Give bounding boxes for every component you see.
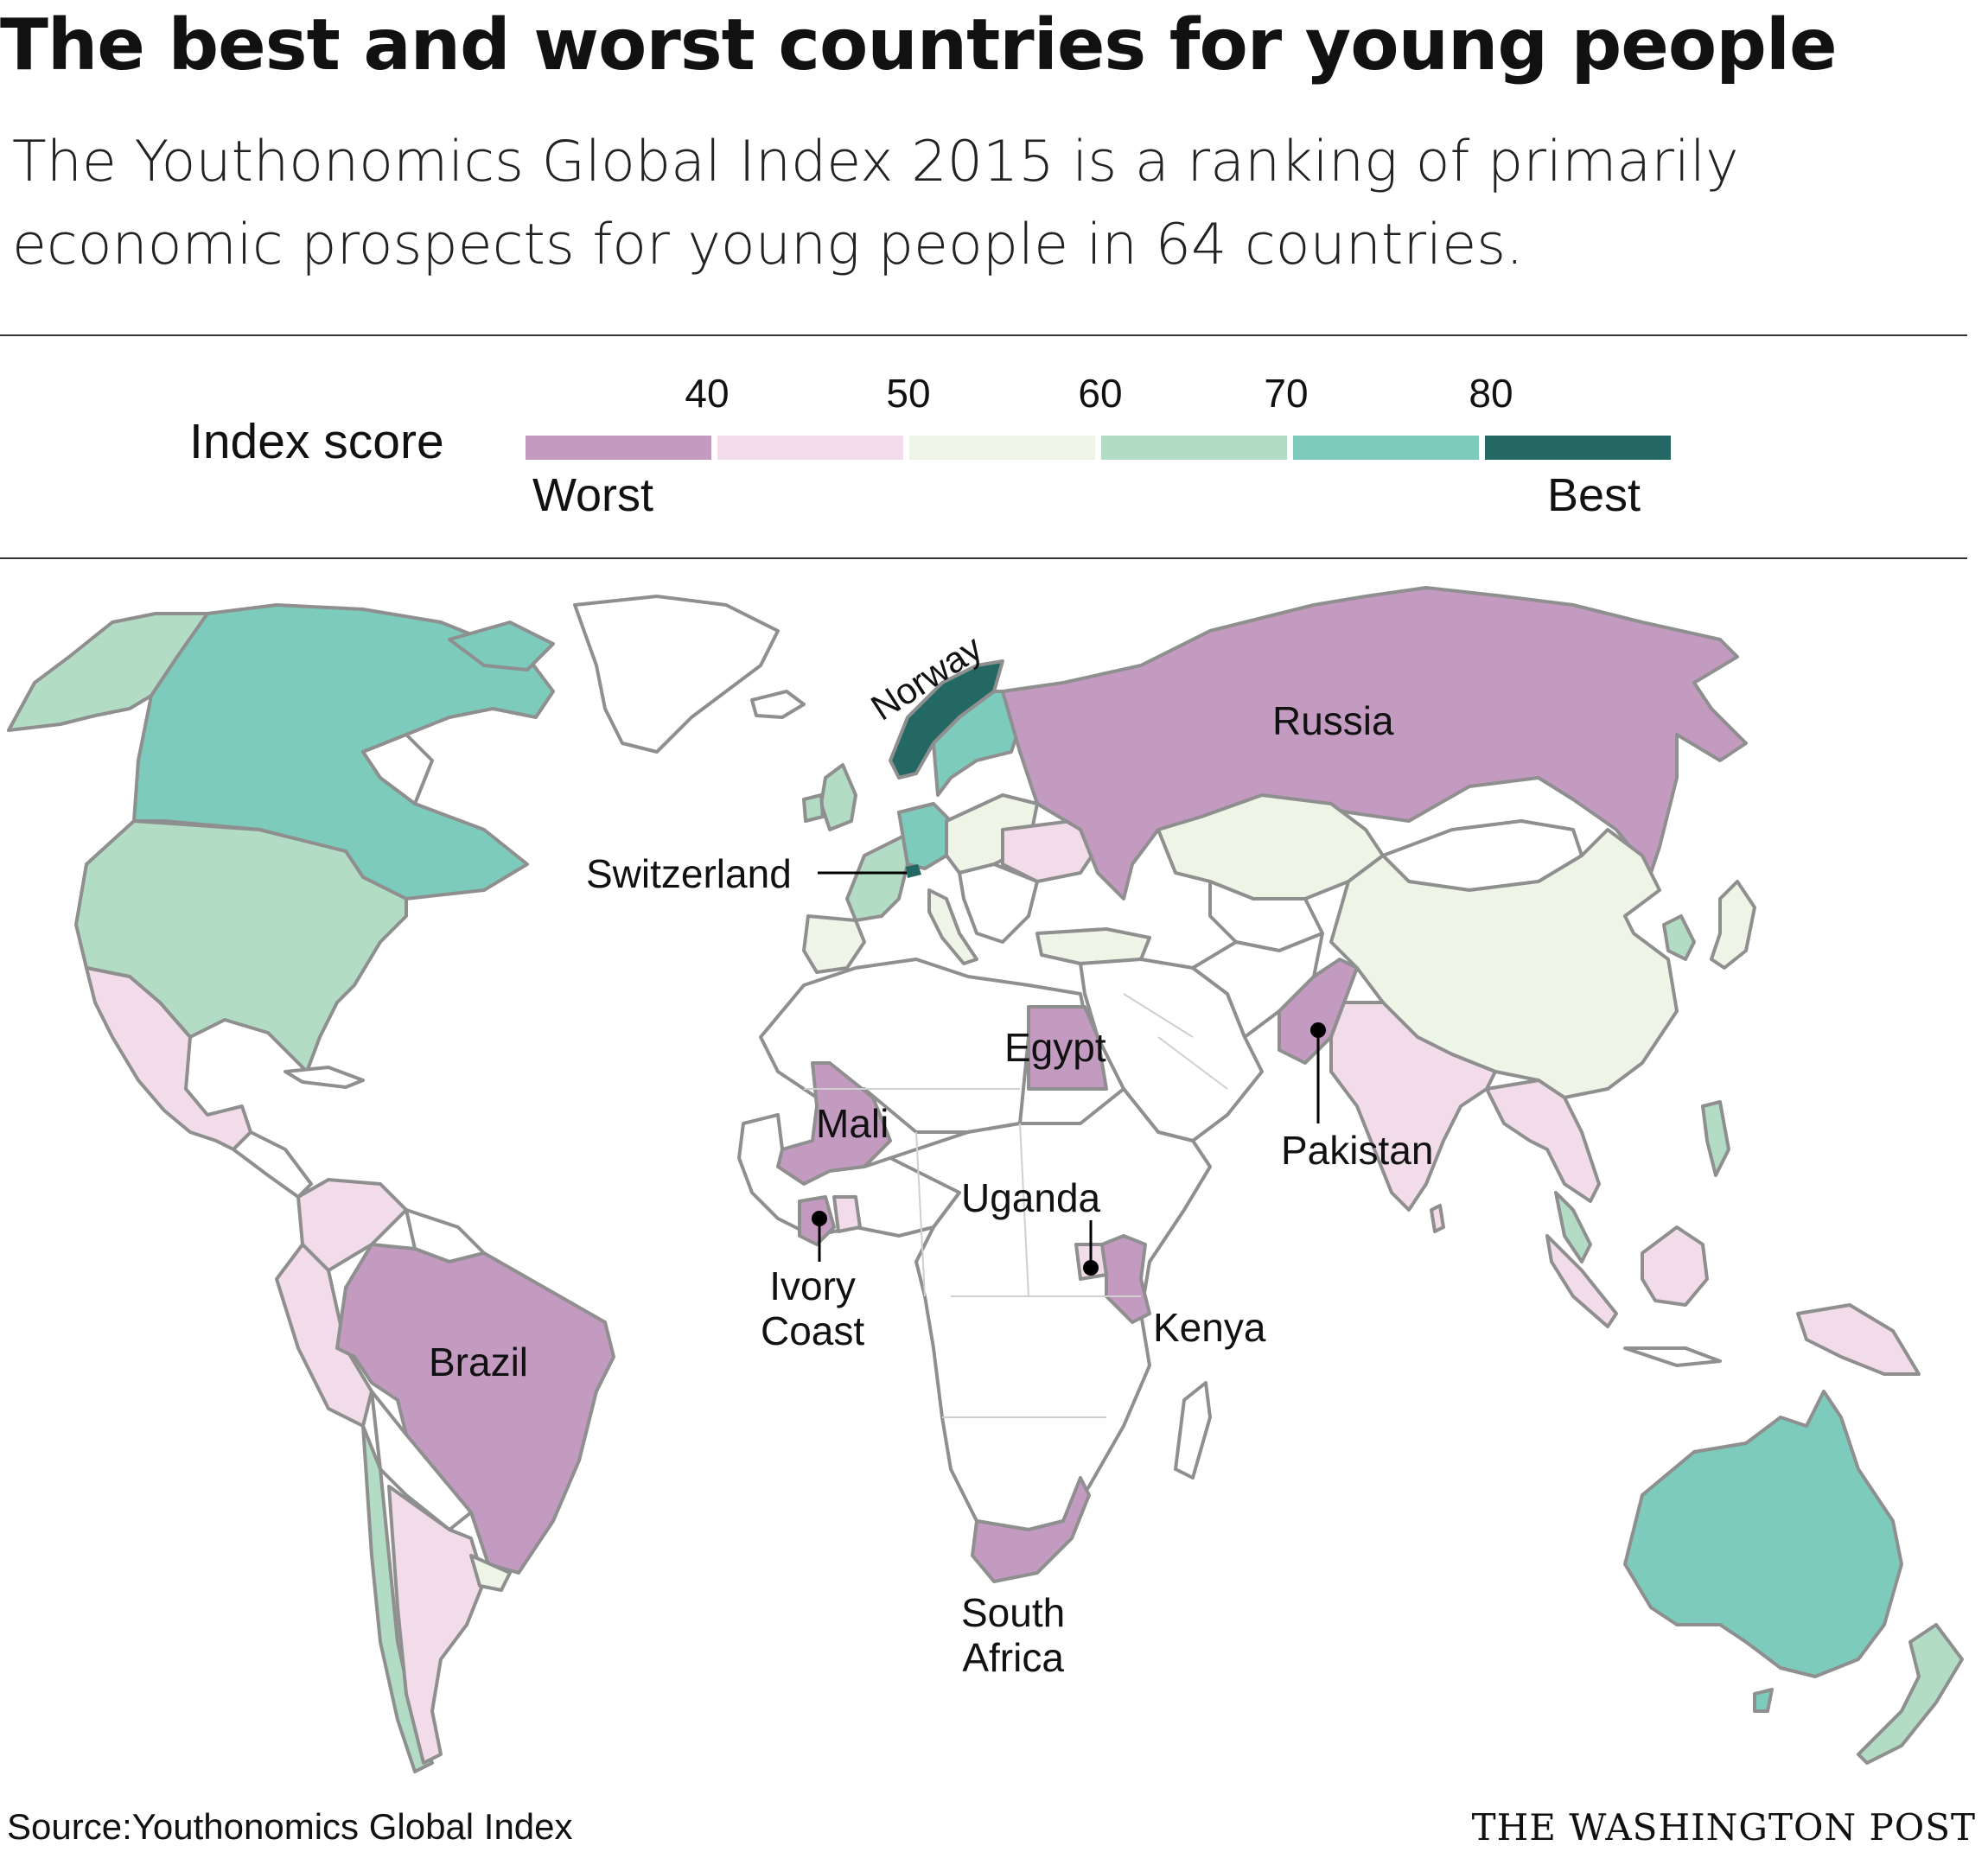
publisher-credit: THE WASHINGTON POST [1471, 1806, 1976, 1849]
madagascar [1174, 1381, 1212, 1480]
new-guinea [1796, 1303, 1921, 1376]
legend-swatch-2 [717, 436, 903, 460]
label-kenya: Kenya [1153, 1305, 1266, 1350]
uruguay [469, 1554, 512, 1592]
legend-tick-80: 80 [1469, 371, 1513, 416]
label-ivory-coast: Ivory Coast [761, 1263, 865, 1353]
chart-title: The best and worst countries for young p… [0, 4, 1838, 86]
central-america [232, 1130, 313, 1199]
ireland [802, 793, 825, 823]
legend-swatch-5 [1293, 436, 1479, 460]
world-map: Norway [7, 586, 1964, 1773]
middle-east-borders [1123, 993, 1228, 1090]
legend-swatch-6 [1485, 436, 1671, 460]
switzerland-marker [906, 864, 921, 878]
label-switzerland: Switzerland [586, 851, 792, 896]
label-south-africa: South Africa [961, 1590, 1066, 1680]
korea [1662, 914, 1696, 961]
canada-arctic-islands [448, 621, 555, 671]
balkans [958, 862, 1039, 944]
chile [361, 1424, 434, 1773]
java [1623, 1346, 1722, 1367]
brazil [335, 1243, 615, 1575]
label-brazil: Brazil [429, 1340, 529, 1384]
label-uganda: Uganda [961, 1175, 1101, 1220]
pakistan-marker [1310, 1022, 1326, 1038]
legend-swatch-3 [909, 436, 1095, 460]
borneo [1641, 1225, 1709, 1307]
ghana [832, 1195, 862, 1233]
philippines [1701, 1100, 1730, 1177]
southeast-asia [1485, 1079, 1601, 1203]
kenya [1100, 1234, 1151, 1324]
malaysia [1554, 1191, 1592, 1263]
uk [819, 763, 857, 831]
top-divider [0, 334, 1967, 336]
ivory-coast-marker [812, 1211, 827, 1226]
germany [897, 802, 953, 870]
india [1329, 1001, 1497, 1212]
africa-borders [804, 1088, 1141, 1418]
label-russia: Russia [1272, 698, 1394, 743]
sri-lanka [1430, 1204, 1445, 1233]
legend-tick-40: 40 [685, 371, 730, 416]
label-egypt: Egypt [1004, 1025, 1106, 1070]
greenland [573, 595, 780, 754]
indonesia-sumatra [1545, 1234, 1618, 1328]
australia [1623, 1390, 1903, 1678]
legend-swatch-1 [526, 436, 711, 460]
spain-portugal [802, 914, 866, 974]
new-zealand [1857, 1623, 1964, 1765]
egypt [1027, 1005, 1108, 1091]
russia [1001, 586, 1748, 901]
japan [1710, 880, 1756, 970]
legend-high-label: Best [1547, 469, 1641, 521]
chart-subtitle: The Youthonomics Global Index 2015 is a … [12, 130, 1739, 277]
iceland [750, 690, 806, 719]
legend-tick-70: 70 [1264, 371, 1309, 416]
label-pakistan: Pakistan [1281, 1128, 1434, 1173]
italy [927, 888, 978, 965]
bottom-divider [0, 557, 1967, 559]
source-note: Source:Youthonomics Global Index [7, 1806, 573, 1847]
label-mali: Mali [816, 1101, 889, 1146]
bolivia-paraguay [370, 1390, 473, 1531]
cuba [284, 1066, 365, 1089]
legend-tick-50: 50 [886, 371, 931, 416]
legend-low-label: Worst [532, 469, 654, 521]
legend-swatch-4 [1101, 436, 1287, 460]
south-africa [971, 1476, 1091, 1583]
tasmania [1753, 1688, 1774, 1713]
uganda-marker [1083, 1260, 1099, 1276]
legend-tick-60: 60 [1078, 371, 1123, 416]
argentina [387, 1485, 486, 1765]
legend-label: Index score [189, 414, 444, 469]
hudson-bay [361, 733, 434, 805]
